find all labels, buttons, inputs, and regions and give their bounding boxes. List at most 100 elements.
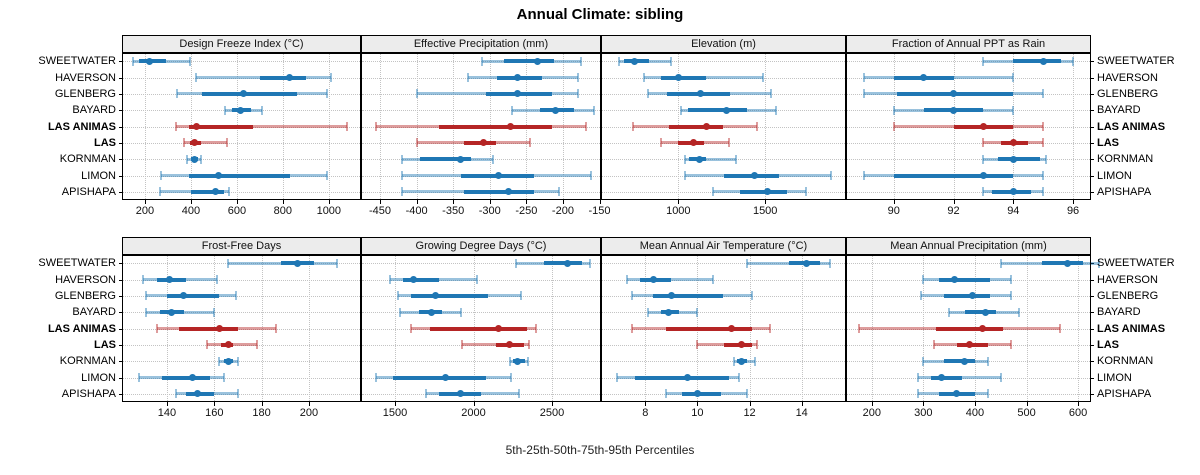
grid-line-horizontal (362, 61, 600, 63)
grid-line-horizontal (847, 61, 1090, 63)
median-dot (968, 292, 976, 300)
panel-header: Elevation (m) (601, 35, 846, 53)
row-tick (119, 159, 122, 161)
whisker-cap (510, 373, 513, 382)
median-dot (979, 172, 987, 179)
percentile-whisker (746, 261, 831, 265)
site-label-right: BAYARD (1097, 104, 1141, 117)
whisker-cap (679, 105, 682, 115)
whisker-cap (460, 340, 463, 350)
site-label-right: LIMON (1097, 371, 1132, 384)
median-dot (1009, 188, 1017, 196)
median-dot (674, 74, 682, 81)
panel-title: Mean Annual Precipitation (mm) (890, 240, 1047, 252)
whisker-cap (727, 138, 730, 148)
whisker-cap (213, 307, 216, 317)
site-label-left: LAS ANIMAS (47, 322, 116, 335)
axis-tick (473, 402, 475, 406)
grid-line-vertical (599, 54, 601, 199)
whisker-cap (857, 324, 860, 333)
whisker-cap (756, 340, 759, 350)
axis-tick (236, 200, 238, 204)
median-dot (764, 188, 772, 196)
axis-tick (416, 200, 418, 204)
row-tick (1091, 393, 1094, 395)
axis-tick-label: -250 (515, 205, 538, 217)
whisker-cap (589, 171, 592, 180)
whisker-cap (986, 389, 989, 399)
grid-line-horizontal (123, 312, 360, 314)
median-dot (506, 341, 514, 349)
axis-tick-label: 200 (862, 407, 881, 419)
row-tick (119, 142, 122, 144)
median-dot (727, 325, 735, 332)
median-dot (1039, 57, 1047, 65)
grid-line-horizontal (602, 159, 845, 161)
grid-line-horizontal (602, 77, 845, 79)
row-tick (1091, 77, 1094, 79)
iqr-bar (544, 261, 582, 266)
site-label-right: GLENBERG (1097, 87, 1159, 100)
median-dot (979, 123, 987, 130)
grid-line-vertical (282, 54, 284, 199)
median-dot (495, 325, 503, 332)
site-label-right: KORNMAN (1097, 355, 1154, 368)
median-dot (211, 188, 219, 196)
whisker-cap (580, 56, 583, 66)
whisker-cap (415, 138, 418, 148)
panel-title: Effective Precipitation (mm) (413, 38, 549, 50)
whisker-cap (576, 73, 579, 82)
row-tick (119, 328, 122, 330)
whisker-cap (1010, 291, 1013, 301)
iqr-bar (420, 157, 472, 162)
axis-tick-label: 8 (642, 407, 649, 419)
axis-tick (953, 200, 955, 204)
site-label-left: LAS (94, 136, 116, 149)
row-tick (1091, 279, 1094, 281)
whisker-cap (218, 356, 221, 366)
site-label-left: KORNMAN (59, 355, 116, 368)
iqr-bar (178, 326, 238, 331)
iqr-bar (188, 173, 290, 178)
whisker-cap (982, 187, 985, 197)
axis-tick (678, 200, 680, 204)
panel-header: Effective Precipitation (mm) (361, 35, 601, 53)
grid-line-vertical (871, 256, 873, 401)
grid-line-horizontal (123, 295, 360, 297)
grid-line-horizontal (847, 191, 1090, 193)
site-label-right: LAS ANIMAS (1097, 120, 1166, 133)
grid-line-horizontal (602, 312, 845, 314)
iqr-bar (964, 310, 996, 315)
median-dot (194, 390, 202, 398)
panel-header: Mean Annual Air Temperature (°C) (601, 237, 846, 255)
median-dot (751, 172, 759, 179)
median-dot (697, 90, 705, 98)
iqr-bar (687, 108, 747, 113)
panel-title: Fraction of Annual PPT as Rain (891, 38, 1046, 50)
whisker-cap (1042, 171, 1045, 180)
median-dot (165, 276, 173, 283)
median-dot (432, 292, 440, 300)
whisker-cap (1042, 122, 1045, 131)
whisker-cap (684, 154, 687, 164)
median-dot (950, 106, 958, 114)
iqr-bar (740, 189, 787, 194)
grid-line-horizontal (362, 93, 600, 95)
axis-tick-label: 96 (1066, 205, 1080, 217)
whisker-cap (215, 275, 218, 284)
whisker-cap (576, 89, 579, 99)
whisker-cap (670, 56, 673, 66)
grid-line-horizontal (123, 142, 360, 144)
median-dot (215, 172, 223, 179)
site-label-right: HAVERSON (1097, 273, 1158, 286)
grid-line-vertical (801, 256, 803, 401)
whisker-cap (1097, 258, 1100, 268)
row-tick (1091, 61, 1094, 63)
median-dot (695, 155, 703, 163)
iqr-bar (660, 75, 707, 80)
axis-tick (697, 402, 699, 406)
whisker-cap (206, 340, 209, 350)
whisker-cap (175, 389, 178, 399)
grid-line-vertical (765, 54, 767, 199)
whisker-cap (696, 307, 699, 317)
